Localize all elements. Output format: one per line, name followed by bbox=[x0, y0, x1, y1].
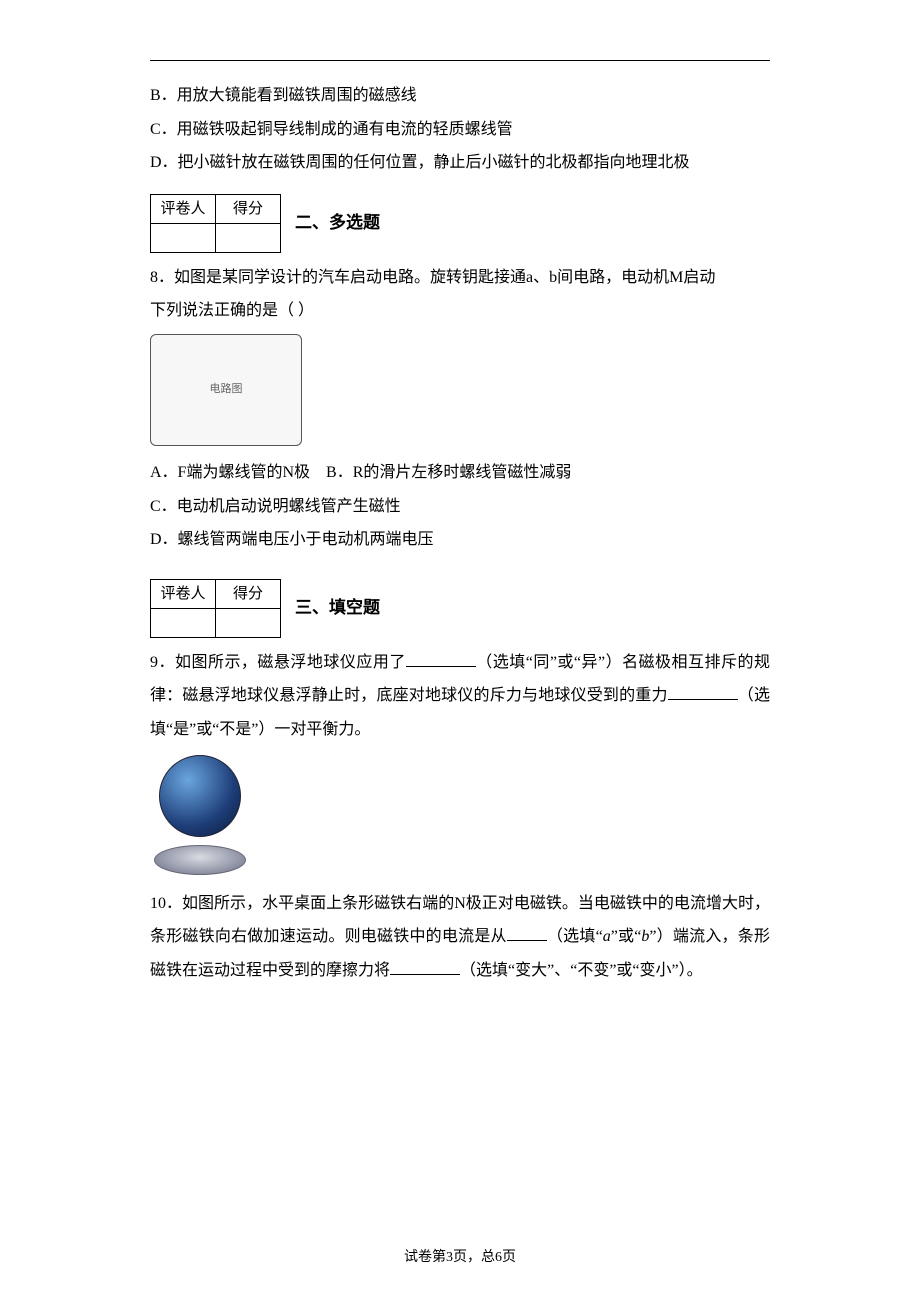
score-header-reviewer-3: 评卷人 bbox=[151, 579, 216, 608]
q10-blank-2 bbox=[390, 959, 460, 974]
score-header-score: 得分 bbox=[216, 194, 281, 223]
section-3-header: 评卷人 得分 三、填空题 bbox=[150, 579, 770, 638]
option-b: B．用放大镜能看到磁铁周围的磁感线 bbox=[150, 79, 770, 113]
score-cell-reviewer-3 bbox=[151, 608, 216, 637]
q8-option-d: D．螺线管两端电压小于电动机两端电压 bbox=[150, 523, 770, 557]
section-3-title: 三、填空题 bbox=[295, 590, 380, 626]
score-header-reviewer: 评卷人 bbox=[151, 194, 216, 223]
score-cell-reviewer bbox=[151, 223, 216, 252]
q10-text: 10．如图所示，水平桌面上条形磁铁右端的N极正对电磁铁。当电磁铁中的电流增大时，… bbox=[150, 887, 770, 988]
q9-prefix: 9．如图所示，磁悬浮地球仪应用了 bbox=[150, 654, 406, 671]
q8-option-b: B．R的滑片左移时螺线管磁性减弱 bbox=[326, 464, 571, 481]
q10-mid-ab: ”或“ bbox=[611, 928, 642, 945]
q8-option-a: A．F端为螺线管的N极 bbox=[150, 464, 310, 481]
option-c: C．用磁铁吸起铜导线制成的通有电流的轻质螺线管 bbox=[150, 113, 770, 147]
q9-blank-1 bbox=[406, 651, 476, 666]
q8-stem-1: 8．如图是某同学设计的汽车启动电路。旋转钥匙接通a、b间电路，电动机M启动 bbox=[150, 261, 770, 295]
score-cell-score bbox=[216, 223, 281, 252]
score-cell-score-3 bbox=[216, 608, 281, 637]
page-footer: 试卷第3页，总6页 bbox=[0, 1243, 920, 1272]
q8-options-ab: A．F端为螺线管的N极 B．R的滑片左移时螺线管磁性减弱 bbox=[150, 456, 770, 490]
section-2-title: 二、多选题 bbox=[295, 205, 380, 241]
option-d: D．把小磁针放在磁铁周围的任何位置，静止后小磁针的北极都指向地理北极 bbox=[150, 146, 770, 180]
q10-a: a bbox=[603, 928, 611, 945]
q9-text: 9．如图所示，磁悬浮地球仪应用了（选填“同”或“异”）名磁极相互排斥的规律：磁悬… bbox=[150, 646, 770, 747]
score-header-score-3: 得分 bbox=[216, 579, 281, 608]
q10-blank-1 bbox=[507, 926, 547, 941]
q8-option-c: C．电动机启动说明螺线管产生磁性 bbox=[150, 490, 770, 524]
globe-icon bbox=[159, 755, 241, 837]
q9-blank-2 bbox=[668, 685, 738, 700]
globe-base-icon bbox=[154, 845, 246, 875]
q10-paren2: （选填“变大”、“不变”或“变小”）。 bbox=[460, 962, 703, 979]
score-table-2: 评卷人 得分 bbox=[150, 194, 281, 253]
q9-figure bbox=[150, 755, 250, 875]
q8-figure: 电路图 bbox=[150, 334, 302, 446]
section-2-header: 评卷人 得分 二、多选题 bbox=[150, 194, 770, 253]
page-container: B．用放大镜能看到磁铁周围的磁感线 C．用磁铁吸起铜导线制成的通有电流的轻质螺线… bbox=[0, 0, 920, 1302]
score-table-3: 评卷人 得分 bbox=[150, 579, 281, 638]
top-rule bbox=[150, 60, 770, 61]
q8-stem-2: 下列说法正确的是（ ） bbox=[150, 294, 770, 328]
q10-choice-ab: （选填“ bbox=[547, 928, 603, 945]
